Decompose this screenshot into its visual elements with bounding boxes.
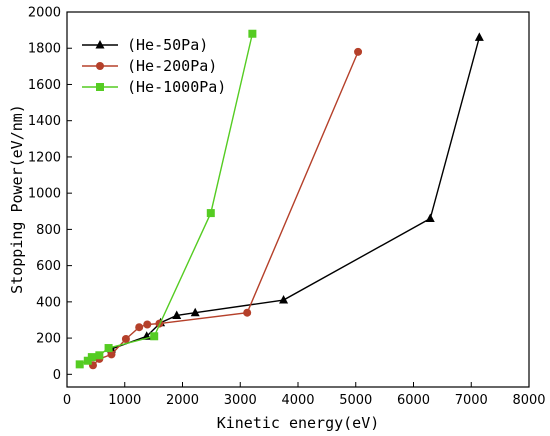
data-point (121, 334, 130, 343)
data-point (279, 295, 289, 304)
data-point (104, 344, 113, 353)
data-point (243, 308, 252, 317)
data-point (474, 32, 484, 41)
y-tick-label: 1200 (28, 150, 61, 165)
legend-label: (He-200Pa) (127, 57, 217, 75)
data-point (425, 213, 435, 223)
legend-marker (96, 83, 104, 91)
series-line (92, 51, 359, 366)
x-axis-title: Kinetic energy(eV) (217, 414, 380, 432)
series-he-1000pa (75, 29, 257, 369)
y-tick-label: 200 (36, 332, 61, 347)
y-tick-label: 1600 (28, 78, 61, 93)
x-tick-label: 3000 (224, 393, 257, 408)
series-line (111, 37, 481, 350)
legend-marker (96, 62, 104, 70)
legend-marker (95, 40, 105, 49)
y-tick-label: 400 (36, 295, 61, 310)
x-tick-label: 2000 (166, 393, 199, 408)
x-tick-label: 0 (63, 393, 71, 408)
data-point (248, 29, 257, 38)
data-point (354, 47, 363, 56)
x-tick-label: 1000 (108, 393, 141, 408)
x-tick-label: 8000 (512, 393, 545, 408)
x-tick-label: 7000 (455, 393, 488, 408)
y-tick-label: 2000 (28, 6, 61, 21)
y-tick-label: 0 (53, 368, 61, 383)
data-point (87, 353, 96, 362)
y-tick-label: 1800 (28, 42, 61, 57)
data-point (135, 323, 144, 332)
y-axis-title: Stopping Power(eV/nm) (8, 104, 26, 294)
legend-label: (He-50Pa) (127, 36, 208, 54)
data-point (172, 310, 182, 319)
y-tick-label: 1000 (28, 187, 61, 202)
data-point (107, 350, 116, 359)
legend: (He-50Pa) (He-200Pa) (He-1000Pa) (82, 36, 226, 96)
data-point (83, 356, 92, 365)
series-layer (75, 29, 484, 370)
y-tick-label: 800 (36, 223, 61, 238)
data-point (95, 351, 104, 360)
data-point (190, 307, 200, 317)
data-point (206, 209, 215, 218)
legend-item: (He-50Pa) (82, 36, 208, 54)
legend-item: (He-1000Pa) (82, 78, 226, 96)
legend-label: (He-1000Pa) (127, 78, 226, 96)
data-point (143, 320, 152, 329)
x-tick-label: 4000 (281, 393, 314, 408)
y-axis: 0 200 400 600 800 1000 1200 1400 1600 1800 2000 (28, 6, 72, 383)
series-he-200pa (88, 47, 363, 370)
y-tick-label: 1400 (28, 114, 61, 129)
x-axis: 0 1000 2000 3000 4000 5000 6000 7000 8000 (63, 382, 546, 408)
x-tick-label: 6000 (397, 393, 430, 408)
data-point (150, 332, 159, 341)
legend-item: (He-200Pa) (82, 57, 217, 75)
x-tick-label: 5000 (339, 393, 372, 408)
y-tick-label: 600 (36, 259, 61, 274)
data-point (75, 360, 84, 369)
